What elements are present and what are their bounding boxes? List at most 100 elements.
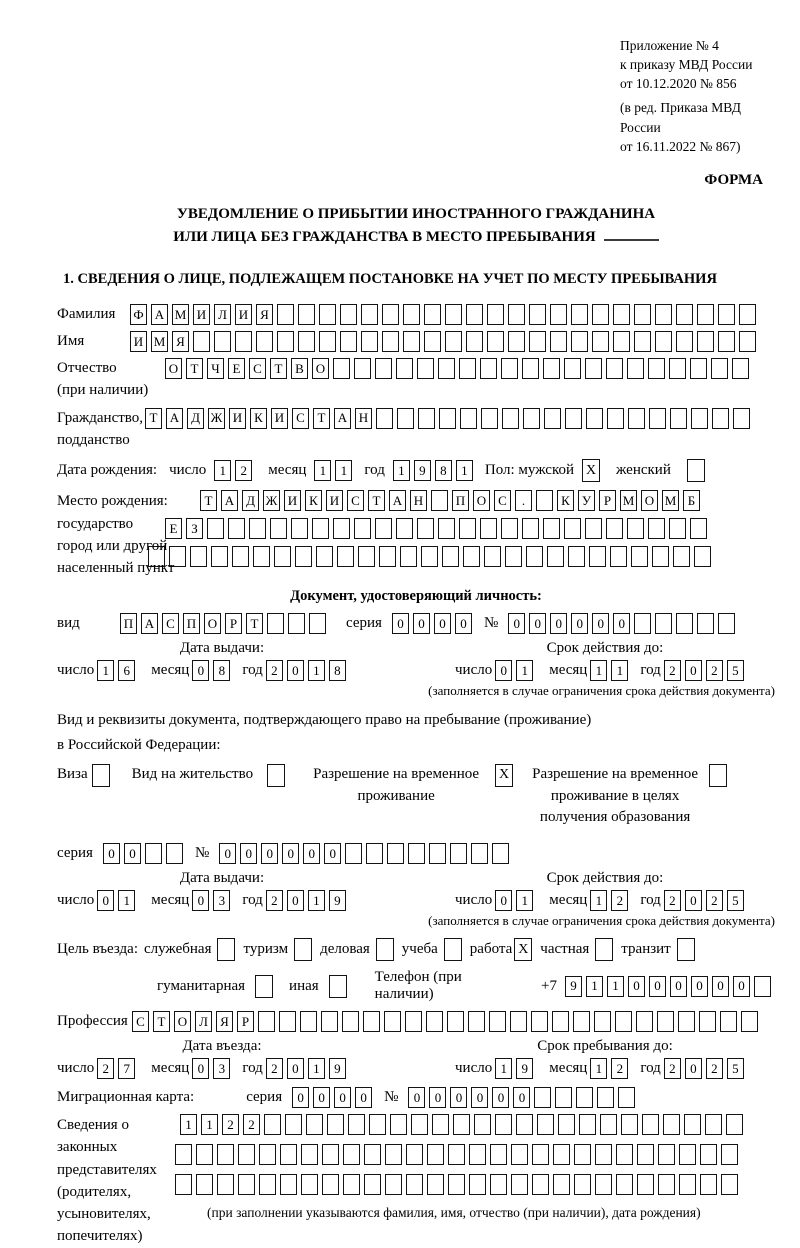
form-cell[interactable] <box>321 1011 338 1033</box>
form-cell[interactable] <box>361 331 378 353</box>
form-cell[interactable] <box>429 843 447 865</box>
form-cell[interactable] <box>676 331 693 353</box>
form-cell[interactable]: А <box>334 407 351 429</box>
form-cell[interactable]: М <box>151 331 168 353</box>
form-cell[interactable] <box>396 358 413 380</box>
form-cell[interactable] <box>379 546 396 568</box>
form-cell[interactable]: 1 <box>590 660 608 682</box>
form-cell[interactable] <box>613 304 630 326</box>
form-cell[interactable]: 0 <box>355 1087 373 1109</box>
form-cell[interactable] <box>543 358 560 380</box>
form-cell[interactable]: С <box>132 1011 149 1033</box>
form-cell[interactable] <box>636 1011 653 1033</box>
form-cell[interactable] <box>319 304 336 326</box>
form-cell[interactable]: 2 <box>97 1058 115 1080</box>
form-cell[interactable]: 2 <box>705 890 723 912</box>
form-cell[interactable] <box>354 358 371 380</box>
form-cell[interactable] <box>288 613 305 635</box>
form-cell[interactable] <box>634 331 651 353</box>
form-cell[interactable] <box>726 1114 743 1136</box>
form-cell[interactable]: И <box>229 407 246 429</box>
form-cell[interactable] <box>718 613 736 635</box>
form-cell[interactable] <box>438 518 455 540</box>
form-cell[interactable] <box>474 1114 491 1136</box>
form-cell[interactable] <box>301 1174 318 1196</box>
form-cell[interactable] <box>217 1174 234 1196</box>
form-cell[interactable] <box>574 1174 591 1196</box>
form-cell[interactable]: 0 <box>123 843 141 865</box>
form-cell[interactable] <box>568 546 585 568</box>
form-cell[interactable] <box>408 843 426 865</box>
form-cell[interactable]: . <box>515 490 532 512</box>
form-cell[interactable] <box>439 407 456 429</box>
form-cell[interactable] <box>571 304 588 326</box>
form-cell[interactable] <box>169 546 186 568</box>
form-cell[interactable] <box>720 1011 737 1033</box>
form-cell[interactable]: Е <box>228 358 245 380</box>
form-cell[interactable]: 8 <box>213 660 231 682</box>
form-cell[interactable] <box>375 358 392 380</box>
form-cell[interactable]: 0 <box>529 613 547 635</box>
form-cell[interactable] <box>529 304 546 326</box>
form-cell[interactable] <box>613 331 630 353</box>
form-cell[interactable] <box>385 1174 402 1196</box>
form-cell[interactable]: 1 <box>118 890 136 912</box>
tourism-checkbox[interactable] <box>294 938 313 962</box>
form-cell[interactable] <box>663 1114 680 1136</box>
form-cell[interactable] <box>217 1144 234 1166</box>
form-cell[interactable] <box>309 613 326 635</box>
form-cell[interactable]: 1 <box>307 660 325 682</box>
form-cell[interactable] <box>274 546 291 568</box>
form-cell[interactable]: Н <box>355 407 372 429</box>
form-cell[interactable]: 0 <box>192 660 210 682</box>
transit-checkbox[interactable] <box>676 938 695 962</box>
form-cell[interactable]: Л <box>195 1011 212 1033</box>
form-cell[interactable] <box>721 1174 738 1196</box>
form-cell[interactable] <box>259 1174 276 1196</box>
form-cell[interactable]: 0 <box>408 1087 426 1109</box>
form-cell[interactable] <box>532 1174 549 1196</box>
humanitarian-checkbox[interactable] <box>255 974 274 998</box>
form-cell[interactable]: 5 <box>726 890 744 912</box>
form-cell[interactable]: 1 <box>335 460 353 482</box>
form-cell[interactable]: 9 <box>565 975 582 997</box>
form-cell[interactable] <box>649 407 666 429</box>
form-cell[interactable] <box>733 407 750 429</box>
form-cell[interactable]: Я <box>256 304 273 326</box>
form-cell[interactable]: 0 <box>102 843 120 865</box>
form-cell[interactable] <box>348 1114 365 1136</box>
form-cell[interactable] <box>306 1114 323 1136</box>
form-cell[interactable]: 2 <box>705 1058 723 1080</box>
form-cell[interactable]: Р <box>237 1011 254 1033</box>
form-cell[interactable] <box>739 331 756 353</box>
form-cell[interactable]: 9 <box>328 890 346 912</box>
form-cell[interactable] <box>424 331 441 353</box>
work-checkbox[interactable]: X <box>514 938 533 962</box>
form-cell[interactable] <box>431 490 448 512</box>
form-cell[interactable] <box>627 518 644 540</box>
form-cell[interactable] <box>312 518 329 540</box>
form-cell[interactable] <box>487 304 504 326</box>
form-cell[interactable] <box>634 613 652 635</box>
form-cell[interactable]: 0 <box>508 613 526 635</box>
form-cell[interactable]: Б <box>683 490 700 512</box>
form-cell[interactable]: 0 <box>192 1058 210 1080</box>
form-cell[interactable]: 0 <box>313 1087 331 1109</box>
form-cell[interactable] <box>492 843 510 865</box>
form-cell[interactable]: 9 <box>413 460 431 482</box>
form-cell[interactable] <box>573 1011 590 1033</box>
form-cell[interactable]: Я <box>172 331 189 353</box>
form-cell[interactable] <box>364 1174 381 1196</box>
form-cell[interactable]: 2 <box>663 1058 681 1080</box>
form-cell[interactable] <box>627 358 644 380</box>
form-cell[interactable] <box>550 331 567 353</box>
form-cell[interactable] <box>235 331 252 353</box>
form-cell[interactable] <box>258 1011 275 1033</box>
form-cell[interactable] <box>534 1087 552 1109</box>
sex-female-checkbox[interactable] <box>686 459 705 483</box>
form-cell[interactable] <box>576 1087 594 1109</box>
form-cell[interactable] <box>676 613 694 635</box>
form-cell[interactable] <box>390 1114 407 1136</box>
form-cell[interactable]: 0 <box>471 1087 489 1109</box>
form-cell[interactable]: О <box>165 358 182 380</box>
